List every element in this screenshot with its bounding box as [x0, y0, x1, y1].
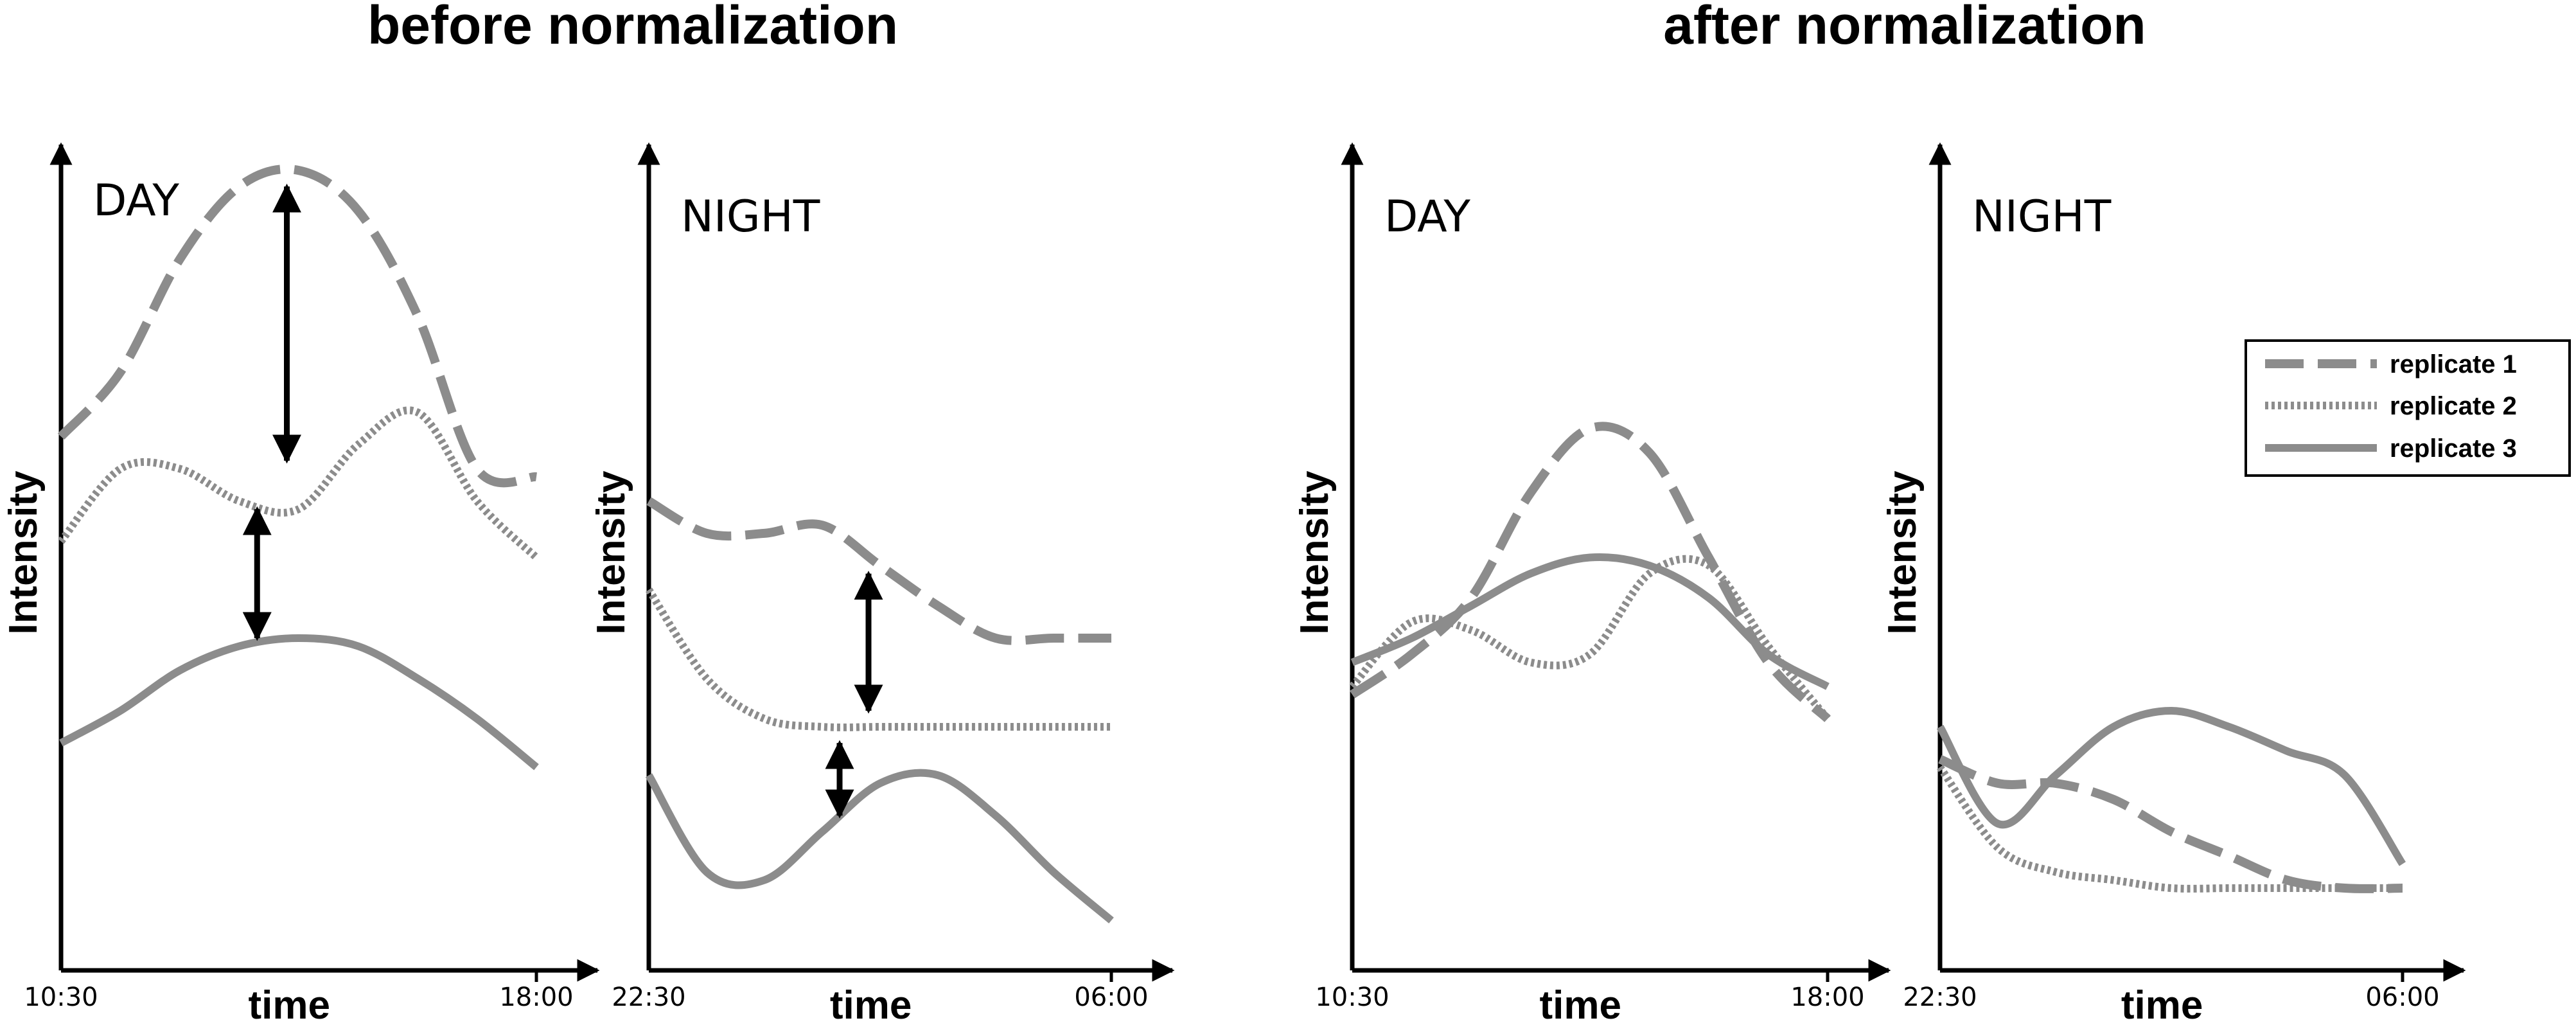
x-tick-label-end: 18:00: [1790, 983, 1864, 1012]
panel-label: DAY: [1384, 192, 1470, 242]
panels: DAY time Intensity 10:30 18:00 NIGHT time Inten…: [1, 142, 2466, 1025]
x-axis-title: time: [1539, 983, 1621, 1025]
series-replicate-1: [1350, 422, 1831, 722]
x-axis-title: time: [2121, 983, 2203, 1025]
series-replicate-3: [59, 634, 539, 771]
y-axis-title: Intensity: [1292, 470, 1337, 634]
panel-label: DAY: [93, 175, 179, 226]
x-tick-label-start: 10:30: [24, 983, 98, 1012]
series-replicate-2: [1937, 765, 2403, 893]
y-axis-title: Intensity: [589, 470, 633, 634]
series-replicate-3: [645, 769, 1114, 923]
x-axis-title: time: [830, 983, 912, 1025]
x-axis-title: time: [248, 983, 330, 1025]
x-tick-label-end: 18:00: [499, 983, 573, 1012]
legend-label-replicate-1: replicate 1: [2390, 350, 2517, 379]
series-replicate-2: [645, 587, 1111, 731]
legend-label-replicate-2: replicate 2: [2390, 392, 2517, 420]
x-tick-label-end: 06:00: [2365, 983, 2439, 1012]
group-title-after: after normalization: [1663, 0, 2146, 55]
panel-after-normalization-night: NIGHT time Intensity 22:30 06:00: [1880, 142, 2466, 1025]
series-replicate-2: [58, 406, 540, 560]
series-replicate-3: [1350, 553, 1830, 690]
series-replicate-1: [1938, 754, 2403, 893]
panel-before-normalization-night: NIGHT time Intensity 22:30 06:00: [589, 142, 1175, 1025]
legend-label-replicate-3: replicate 3: [2390, 434, 2517, 463]
series-replicate-3: [1936, 706, 2406, 866]
legend: replicate 1 replicate 2 replicate 3: [2245, 339, 2571, 477]
y-axis-title: Intensity: [1, 470, 46, 634]
series-replicate-2: [1349, 555, 1831, 722]
x-tick-label-start: 22:30: [612, 983, 685, 1012]
series-replicate-1: [646, 497, 1111, 645]
x-tick-label-start: 10:30: [1315, 983, 1389, 1012]
x-tick-label-start: 22:30: [1903, 983, 1977, 1012]
series-replicate-1: [57, 165, 537, 488]
y-axis-title: Intensity: [1880, 470, 1925, 634]
group-title-before: before normalization: [367, 0, 898, 55]
panel-before-normalization-day: DAY time Intensity 10:30 18:00: [1, 142, 600, 1025]
x-tick-label-end: 06:00: [1074, 983, 1148, 1012]
panel-after-normalization-day: DAY time Intensity 10:30 18:00: [1292, 142, 1891, 1025]
panel-label: NIGHT: [1972, 192, 2112, 242]
panel-label: NIGHT: [681, 192, 820, 242]
